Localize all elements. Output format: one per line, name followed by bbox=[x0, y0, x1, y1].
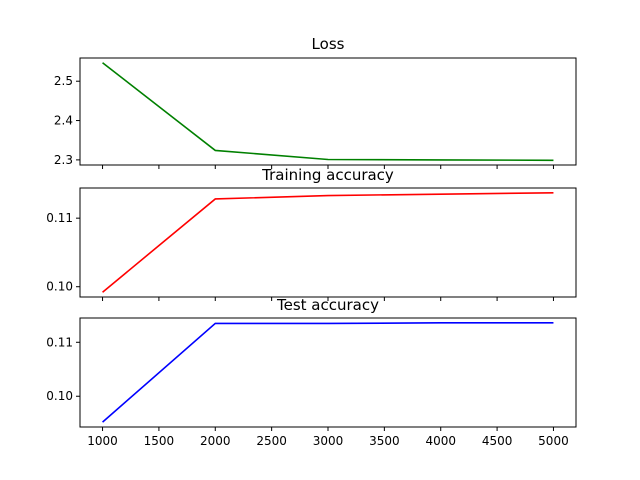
test-accuracy-y-ticks: 0.10 0.11 bbox=[46, 335, 80, 403]
subplot-loss: 2.3 2.4 2.5 Loss bbox=[54, 35, 577, 169]
loss-line bbox=[102, 62, 554, 162]
test-accuracy-x-ticks: 1000 1500 2000 2500 3000 3500 4000 4500 5000 bbox=[87, 427, 569, 448]
training-accuracy-series bbox=[102, 192, 554, 293]
y-tick-label: 2.5 bbox=[54, 74, 73, 88]
test-accuracy-series bbox=[102, 322, 554, 423]
y-tick-label: 0.11 bbox=[46, 335, 73, 349]
test-accuracy-title: Test accuracy bbox=[276, 296, 379, 314]
test-accuracy-line bbox=[102, 322, 554, 423]
x-tick-label: 2500 bbox=[256, 434, 287, 448]
loss-y-ticks: 2.3 2.4 2.5 bbox=[54, 74, 80, 167]
x-tick-label: 4500 bbox=[482, 434, 513, 448]
x-tick-label: 3000 bbox=[313, 434, 344, 448]
y-tick-label: 0.11 bbox=[46, 211, 73, 225]
y-tick-label: 0.10 bbox=[46, 389, 73, 403]
loss-x-ticks bbox=[102, 165, 554, 169]
loss-title: Loss bbox=[312, 35, 345, 53]
loss-series bbox=[102, 62, 554, 162]
training-accuracy-line bbox=[102, 192, 554, 293]
x-tick-label: 5000 bbox=[538, 434, 569, 448]
training-accuracy-x-ticks bbox=[102, 297, 554, 301]
y-tick-label: 2.3 bbox=[54, 153, 73, 167]
x-tick-label: 3500 bbox=[369, 434, 400, 448]
subplot-training-accuracy: 0.10 0.11 Training accuracy bbox=[46, 166, 577, 301]
training-accuracy-y-ticks: 0.10 0.11 bbox=[46, 211, 80, 294]
y-tick-label: 2.4 bbox=[54, 114, 73, 128]
y-tick-label: 0.10 bbox=[46, 280, 73, 294]
x-tick-label: 1500 bbox=[144, 434, 175, 448]
x-tick-label: 4000 bbox=[425, 434, 456, 448]
x-tick-label: 1000 bbox=[87, 434, 118, 448]
subplot-test-accuracy: 0.10 0.11 1000 1500 2000 2500 3000 3500 4000 450… bbox=[46, 296, 577, 448]
training-accuracy-title: Training accuracy bbox=[261, 166, 394, 184]
x-tick-label: 2000 bbox=[200, 434, 231, 448]
